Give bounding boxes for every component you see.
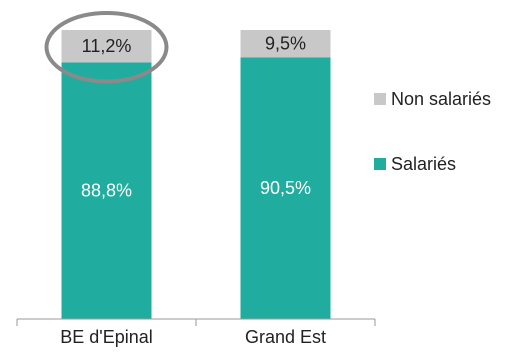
data-label-grand-est-non-salaries: 9,5% xyxy=(265,34,306,54)
legend-label-non-salaries: Non salariés xyxy=(391,88,492,109)
highlight-ellipse xyxy=(44,11,169,84)
legend-swatch-non-salaries xyxy=(374,93,386,105)
bar-grand-est-non-salaries xyxy=(240,30,331,58)
plot-area: 88,8% 11,2% BE d'Epinal 90,5% 9,5% Grand Est xyxy=(16,11,376,347)
bar-grand-est-salaries xyxy=(240,57,331,320)
legend-item-salaries: Salariés xyxy=(374,153,519,175)
legend-swatch-salaries xyxy=(374,158,386,170)
legend-label-salaries: Salariés xyxy=(391,153,457,174)
data-label-grand-est-salaries: 90,5% xyxy=(260,178,311,198)
data-label-be-d-epinal-salaries: 88,8% xyxy=(81,181,132,201)
bar-be-d-epinal-salaries xyxy=(61,62,152,319)
legend-item-non-salaries: Non salariés xyxy=(374,88,519,110)
legend: Non salariés Salariés xyxy=(374,88,519,218)
data-label-be-d-epinal-non-salaries: 11,2% xyxy=(82,36,132,56)
category-label-grand-est: Grand Est xyxy=(245,327,326,347)
category-label-be-d-epinal: BE d'Epinal xyxy=(60,327,153,347)
bar-be-d-epinal-non-salaries xyxy=(61,30,152,63)
